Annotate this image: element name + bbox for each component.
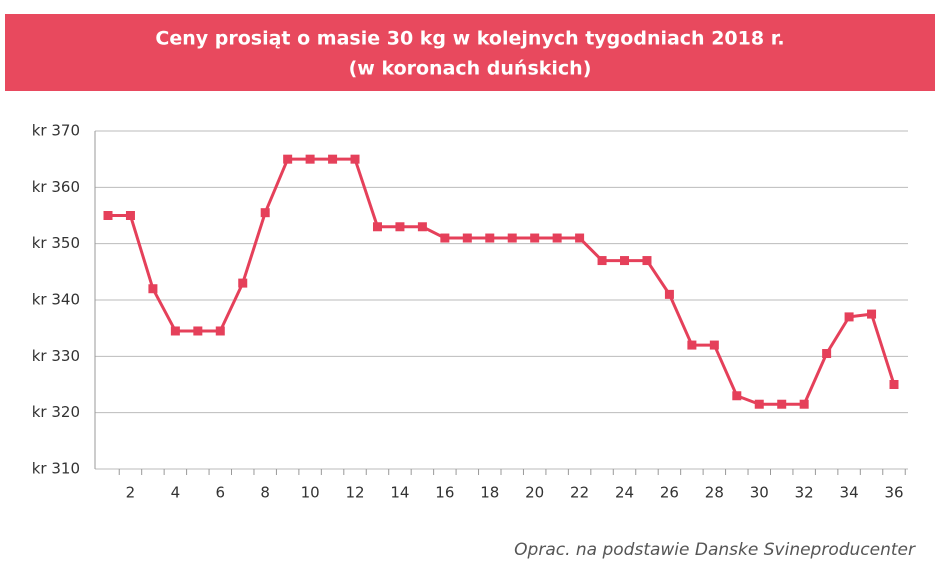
data-point	[754, 399, 764, 409]
data-point	[799, 399, 809, 409]
data-point	[417, 222, 427, 232]
data-point	[552, 233, 562, 243]
data-point	[777, 399, 787, 409]
chart-subtitle: (w koronach duńskich)	[349, 58, 592, 80]
y-tick-label: kr 310	[32, 460, 80, 478]
data-point	[372, 222, 382, 232]
data-point	[328, 154, 338, 164]
source-note: Oprac. na podstawie Danske Svineproducen…	[514, 540, 916, 560]
data-point	[148, 284, 158, 294]
data-point	[350, 154, 360, 164]
x-tick-label: 10	[301, 484, 320, 502]
x-tick-label: 28	[705, 484, 724, 502]
data-point	[395, 222, 405, 232]
chart-title: Ceny prosiąt o masie 30 kg w kolejnych t…	[155, 28, 784, 50]
x-tick-label: 34	[840, 484, 859, 502]
x-tick-label: 6	[216, 484, 226, 502]
data-point	[732, 391, 742, 401]
data-point	[260, 208, 270, 218]
data-line	[108, 157, 896, 406]
x-tick-label: 30	[750, 484, 769, 502]
data-point	[687, 340, 697, 350]
data-point	[575, 233, 585, 243]
data-point	[103, 211, 113, 220]
data-point	[507, 233, 517, 243]
data-point	[709, 340, 719, 350]
data-point	[530, 233, 540, 243]
data-point	[125, 211, 135, 220]
x-tick-label: 12	[345, 484, 364, 502]
x-tick-label: 18	[480, 484, 499, 502]
data-point	[867, 309, 877, 319]
x-tick-label: 2	[126, 484, 136, 502]
data-point	[642, 256, 652, 266]
y-tick-label: kr 340	[32, 291, 80, 309]
data-point	[215, 326, 225, 336]
x-tick-label: 20	[525, 484, 544, 502]
y-tick-label: kr 320	[32, 403, 80, 421]
y-tick-label: kr 360	[32, 178, 80, 196]
data-point	[620, 256, 630, 266]
x-tick-label: 14	[390, 484, 409, 502]
x-tick-label: 8	[260, 484, 270, 502]
data-point	[889, 380, 899, 389]
x-tick-label: 32	[795, 484, 814, 502]
y-tick-label: kr 370	[32, 122, 80, 140]
data-point	[238, 278, 248, 288]
x-tick-label: 26	[660, 484, 679, 502]
data-point	[305, 154, 315, 164]
x-tick-label: 36	[884, 484, 903, 502]
y-tick-label: kr 350	[32, 234, 80, 252]
data-point	[283, 154, 293, 164]
x-tick-label: 4	[171, 484, 181, 502]
data-point	[485, 233, 495, 243]
x-tick-label: 22	[570, 484, 589, 502]
data-point	[844, 312, 854, 322]
data-point	[462, 233, 472, 243]
data-point	[170, 326, 180, 336]
data-point	[597, 256, 607, 266]
title-band	[5, 14, 935, 91]
data-point	[822, 349, 832, 359]
x-tick-label: 24	[615, 484, 634, 502]
data-point	[440, 233, 450, 243]
y-tick-label: kr 330	[32, 347, 80, 365]
data-point	[193, 326, 203, 336]
x-tick-label: 16	[435, 484, 454, 502]
data-point	[664, 289, 674, 299]
